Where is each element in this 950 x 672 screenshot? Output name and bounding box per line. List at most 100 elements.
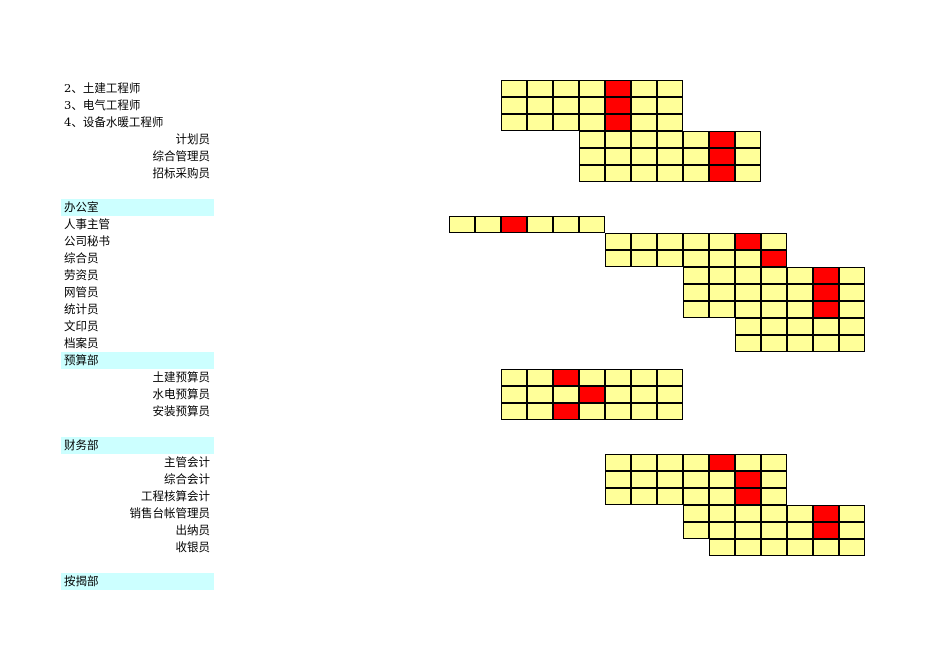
highlighted-cell	[553, 369, 579, 386]
row-label: 劳资员	[64, 268, 99, 282]
schedule-cell	[735, 148, 761, 165]
highlighted-cell	[813, 522, 839, 539]
highlighted-cell	[813, 267, 839, 284]
highlighted-cell	[579, 386, 605, 403]
row-label: 人事主管	[64, 217, 110, 231]
schedule-cell	[735, 522, 761, 539]
schedule-cell	[813, 318, 839, 335]
schedule-cell	[787, 301, 813, 318]
highlighted-cell	[813, 284, 839, 301]
schedule-cell	[605, 488, 631, 505]
schedule-cell	[527, 369, 553, 386]
schedule-cell	[839, 284, 865, 301]
schedule-cell	[709, 488, 735, 505]
schedule-cell	[683, 233, 709, 250]
schedule-cell	[735, 165, 761, 182]
schedule-cell	[631, 488, 657, 505]
schedule-cell	[683, 471, 709, 488]
schedule-cell	[553, 114, 579, 131]
schedule-cell	[527, 216, 553, 233]
highlighted-cell	[605, 114, 631, 131]
schedule-cell	[657, 250, 683, 267]
schedule-cell	[761, 454, 787, 471]
schedule-cell	[501, 97, 527, 114]
schedule-cell	[605, 131, 631, 148]
row-label: 综合管理员	[152, 149, 211, 163]
row-label: 水电预算员	[152, 387, 211, 401]
schedule-cell	[579, 165, 605, 182]
schedule-cell	[683, 301, 709, 318]
schedule-cell	[657, 80, 683, 97]
schedule-cell	[579, 114, 605, 131]
schedule-cell	[605, 148, 631, 165]
schedule-cell	[631, 386, 657, 403]
section-header: 办公室	[61, 199, 214, 216]
schedule-cell	[761, 522, 787, 539]
row-label: 2、土建工程师	[64, 81, 141, 95]
schedule-cell	[579, 216, 605, 233]
row-label: 销售台帐管理员	[129, 506, 211, 520]
schedule-cell	[527, 386, 553, 403]
schedule-cell	[761, 267, 787, 284]
section-header: 预算部	[61, 352, 214, 369]
row-label: 主管会计	[164, 455, 210, 469]
schedule-cell	[839, 539, 865, 556]
schedule-cell	[553, 97, 579, 114]
schedule-cell	[787, 267, 813, 284]
row-label: 综合员	[64, 251, 99, 265]
schedule-cell	[657, 148, 683, 165]
schedule-cell	[761, 301, 787, 318]
schedule-cell	[501, 386, 527, 403]
schedule-cell	[501, 114, 527, 131]
schedule-cell	[683, 505, 709, 522]
schedule-cell	[839, 522, 865, 539]
highlighted-cell	[735, 471, 761, 488]
schedule-cell	[683, 522, 709, 539]
highlighted-cell	[735, 233, 761, 250]
schedule-cell	[657, 471, 683, 488]
highlighted-cell	[605, 97, 631, 114]
schedule-cell	[631, 131, 657, 148]
schedule-cell	[709, 250, 735, 267]
row-label: 安装预算员	[152, 404, 211, 418]
highlighted-cell	[813, 301, 839, 318]
schedule-cell	[709, 284, 735, 301]
schedule-cell	[657, 488, 683, 505]
highlighted-cell	[709, 148, 735, 165]
row-label: 档案员	[64, 336, 99, 350]
schedule-cell	[579, 148, 605, 165]
row-label: 收银员	[175, 540, 211, 554]
schedule-cell	[787, 522, 813, 539]
schedule-cell	[761, 233, 787, 250]
schedule-cell	[657, 386, 683, 403]
schedule-cell	[579, 131, 605, 148]
highlighted-cell	[813, 505, 839, 522]
highlighted-cell	[761, 250, 787, 267]
schedule-cell	[553, 216, 579, 233]
schedule-cell	[813, 335, 839, 352]
schedule-cell	[605, 250, 631, 267]
schedule-cell	[813, 539, 839, 556]
schedule-cell	[631, 471, 657, 488]
schedule-cell	[605, 403, 631, 420]
schedule-cell	[657, 131, 683, 148]
schedule-cell	[605, 165, 631, 182]
schedule-cell	[683, 488, 709, 505]
schedule-cell	[631, 97, 657, 114]
schedule-cell	[631, 454, 657, 471]
schedule-cell	[631, 148, 657, 165]
row-label: 3、电气工程师	[64, 98, 141, 112]
schedule-cell	[761, 471, 787, 488]
schedule-cell	[657, 165, 683, 182]
schedule-cell	[501, 369, 527, 386]
schedule-cell	[735, 539, 761, 556]
schedule-cell	[709, 267, 735, 284]
schedule-cell	[839, 318, 865, 335]
schedule-cell	[735, 318, 761, 335]
highlighted-cell	[709, 454, 735, 471]
schedule-cell	[709, 233, 735, 250]
schedule-cell	[657, 403, 683, 420]
schedule-cell	[709, 471, 735, 488]
schedule-cell	[709, 522, 735, 539]
